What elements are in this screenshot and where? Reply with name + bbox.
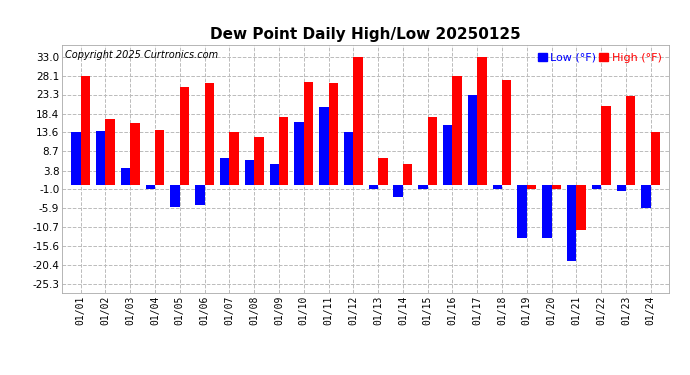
Bar <box>81 76 90 185</box>
Bar <box>96 131 106 185</box>
Bar <box>146 185 155 189</box>
Bar <box>592 185 601 189</box>
Bar <box>245 160 254 185</box>
Bar <box>121 168 130 185</box>
Bar <box>195 185 205 205</box>
Text: Copyright 2025 Curtronics.com: Copyright 2025 Curtronics.com <box>65 50 218 60</box>
Bar <box>453 76 462 185</box>
Bar <box>344 132 353 185</box>
Bar <box>443 125 453 185</box>
Bar <box>106 119 115 185</box>
Bar <box>626 96 635 185</box>
Bar <box>220 158 229 185</box>
Bar <box>130 123 139 185</box>
Bar <box>71 132 81 185</box>
Bar <box>319 107 328 185</box>
Bar <box>403 164 413 185</box>
Bar <box>518 185 526 238</box>
Bar <box>551 185 561 189</box>
Bar <box>295 122 304 185</box>
Bar <box>616 185 626 191</box>
Title: Dew Point Daily High/Low 20250125: Dew Point Daily High/Low 20250125 <box>210 27 521 42</box>
Bar <box>641 185 651 208</box>
Bar <box>328 83 338 185</box>
Bar <box>502 80 511 185</box>
Bar <box>270 164 279 185</box>
Bar <box>180 87 189 185</box>
Bar <box>304 82 313 185</box>
Bar <box>378 158 388 185</box>
Bar <box>477 57 486 185</box>
Bar <box>205 83 214 185</box>
Bar <box>493 185 502 189</box>
Bar <box>229 132 239 185</box>
Bar <box>254 136 264 185</box>
Bar <box>468 94 477 185</box>
Bar <box>418 185 428 189</box>
Bar <box>526 185 536 189</box>
Bar <box>428 117 437 185</box>
Bar <box>651 132 660 185</box>
Bar <box>393 185 403 197</box>
Bar <box>353 57 363 185</box>
Legend: Low (°F), High (°F): Low (°F), High (°F) <box>535 51 664 65</box>
Bar <box>567 185 576 261</box>
Bar <box>279 117 288 185</box>
Bar <box>542 185 551 238</box>
Bar <box>170 185 180 207</box>
Bar <box>368 185 378 189</box>
Bar <box>155 130 164 185</box>
Bar <box>601 106 611 185</box>
Bar <box>576 185 586 230</box>
